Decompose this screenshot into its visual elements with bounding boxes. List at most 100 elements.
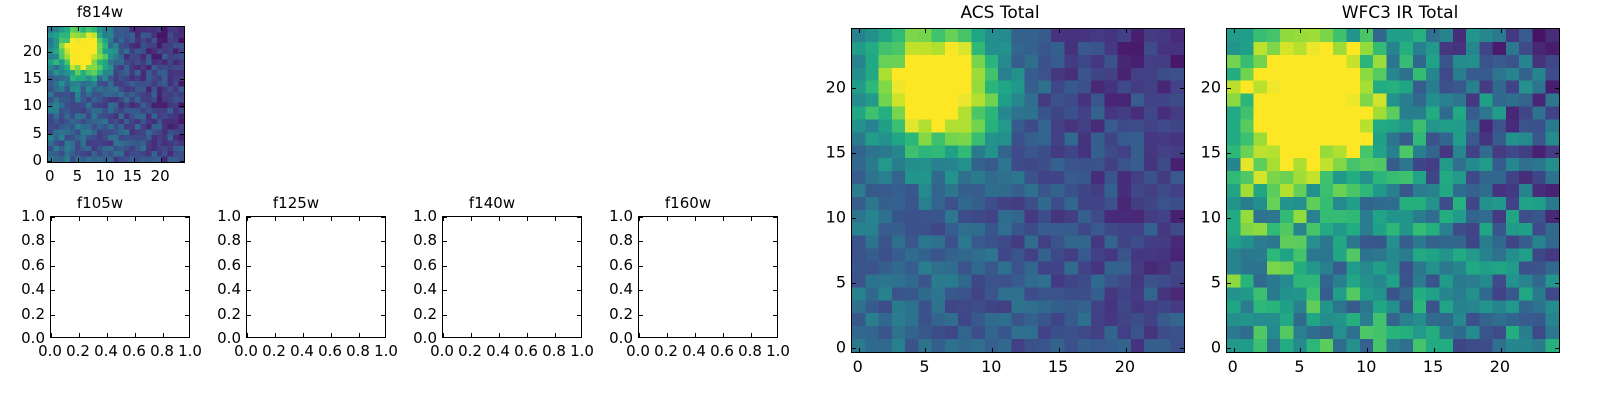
y-tick-mark	[185, 241, 189, 243]
x-tick-label: 1.0	[178, 342, 202, 360]
y-tick-mark	[48, 161, 52, 162]
x-tick-mark	[331, 217, 332, 221]
y-tick-label: 1.0	[413, 207, 437, 225]
y-tick-mark	[247, 290, 251, 292]
x-tick-mark	[667, 333, 668, 337]
x-tick-label: 5	[919, 357, 930, 376]
x-tick-mark	[133, 158, 135, 162]
y-tick-label: 15	[22, 69, 42, 88]
x-tick-mark	[161, 27, 163, 31]
x-tick-mark	[1434, 348, 1436, 352]
y-tick-mark	[51, 290, 55, 292]
x-tick-mark	[1125, 348, 1127, 352]
x-tick-mark	[925, 348, 927, 352]
y-tick-mark	[180, 51, 184, 53]
y-tick-mark	[48, 51, 52, 53]
x-tick-mark	[50, 27, 52, 31]
x-tick-mark	[1300, 348, 1302, 352]
x-tick-mark	[359, 333, 360, 337]
y-tick-mark	[1180, 282, 1184, 284]
y-tick-mark	[1555, 282, 1559, 284]
y-tick-mark	[1227, 282, 1231, 284]
panel-title-f125w: f125w	[272, 194, 320, 212]
x-tick-label: 0.0	[234, 342, 258, 360]
y-tick-mark	[185, 217, 189, 218]
y-tick-mark	[773, 314, 777, 316]
y-tick-label: 0.6	[609, 255, 633, 274]
x-tick-label: 0.6	[318, 342, 342, 360]
y-tick-label: 0.0	[217, 329, 241, 347]
y-tick-mark	[639, 314, 643, 316]
y-tick-mark	[639, 265, 643, 267]
x-tick-label: 0.6	[514, 342, 538, 360]
x-tick-mark	[527, 217, 528, 221]
x-tick-label: 0.8	[542, 342, 566, 360]
x-tick-label: 0.6	[122, 342, 146, 360]
x-tick-mark	[751, 217, 752, 221]
x-tick-mark	[51, 217, 52, 221]
y-tick-label: 20	[825, 77, 846, 96]
x-tick-mark	[107, 333, 108, 337]
x-tick-mark	[303, 217, 304, 221]
y-tick-label: 0.4	[413, 280, 437, 299]
panel-acs-total: ACS Total 0 5 10 15 20 0 5 10 15 20	[800, 0, 1200, 400]
y-tick-mark	[381, 314, 385, 316]
y-tick-mark	[639, 241, 643, 243]
x-tick-mark	[275, 217, 276, 221]
y-tick-mark	[852, 87, 856, 89]
y-tick-label: 0.2	[413, 304, 437, 323]
x-tick-label: 0.4	[486, 342, 510, 360]
x-tick-label: 1.0	[766, 342, 790, 360]
x-tick-mark	[133, 27, 135, 31]
x-tick-mark	[499, 333, 500, 337]
plot-area-f125w[interactable]	[246, 216, 386, 338]
heatmap-canvas-acs-total	[852, 29, 1184, 352]
y-tick-mark	[1555, 347, 1559, 349]
heatmap-wfc3-ir-total[interactable]	[1226, 28, 1560, 353]
y-tick-mark	[1180, 152, 1184, 154]
y-tick-mark	[381, 217, 385, 218]
y-tick-mark	[1555, 152, 1559, 154]
y-tick-label: 0	[835, 337, 846, 356]
y-tick-mark	[381, 265, 385, 267]
y-tick-label: 5	[32, 123, 42, 142]
y-tick-label: 0.4	[21, 280, 45, 299]
x-tick-label: 1.0	[570, 342, 594, 360]
y-tick-label: 1.0	[609, 207, 633, 225]
heatmap-f814w[interactable]	[47, 26, 185, 163]
plot-area-f105w[interactable]	[50, 216, 190, 338]
x-tick-mark	[163, 333, 164, 337]
y-tick-mark	[51, 314, 55, 316]
y-tick-label: 0.2	[609, 304, 633, 323]
plot-area-f160w[interactable]	[638, 216, 778, 338]
y-tick-mark	[247, 265, 251, 267]
y-tick-mark	[577, 265, 581, 267]
y-tick-mark	[1180, 87, 1184, 89]
x-tick-label: 0.4	[290, 342, 314, 360]
y-tick-label: 0.6	[217, 255, 241, 274]
y-tick-label: 1.0	[217, 207, 241, 225]
y-tick-label: 10	[1200, 207, 1221, 226]
y-tick-label: 0.2	[217, 304, 241, 323]
x-tick-mark	[1233, 348, 1235, 352]
y-tick-label: 0.6	[21, 255, 45, 274]
y-tick-mark	[1227, 347, 1231, 349]
x-tick-label: 0.0	[430, 342, 454, 360]
heatmap-acs-total[interactable]	[851, 28, 1185, 353]
panel-f160w: f160w 0.0 0.2 0.4 0.6 0.8 1.0 0.0 0.2 0.4 0.6 0.8 1…	[588, 190, 790, 400]
y-tick-mark	[443, 265, 447, 267]
x-tick-mark	[163, 217, 164, 221]
x-tick-label: 15	[123, 167, 143, 185]
x-tick-mark	[1300, 29, 1302, 33]
x-tick-mark	[135, 333, 136, 337]
y-tick-label: 0.0	[21, 329, 45, 347]
plot-area-f140w[interactable]	[442, 216, 582, 338]
x-tick-mark	[992, 348, 994, 352]
x-tick-label: 5	[1294, 357, 1305, 376]
x-tick-label: 0.2	[66, 342, 90, 360]
x-tick-mark	[639, 217, 640, 221]
y-tick-label: 1.0	[21, 207, 45, 225]
y-tick-mark	[773, 290, 777, 292]
x-tick-mark	[471, 333, 472, 337]
y-tick-mark	[1227, 152, 1231, 154]
